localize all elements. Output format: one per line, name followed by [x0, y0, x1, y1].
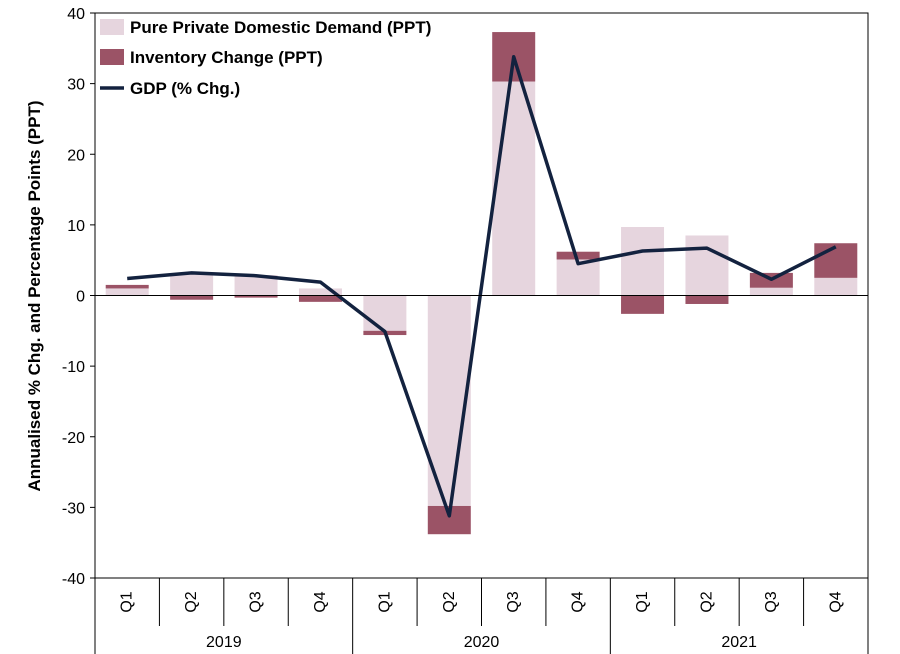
- bar-domestic-demand: [685, 235, 729, 296]
- legend-swatch-inventory-change: [100, 49, 124, 65]
- x-tick-label: Q4: [312, 591, 329, 612]
- legend-swatch-domestic-demand: [100, 19, 124, 35]
- legend-label-gdp: GDP (% Chg.): [130, 79, 240, 98]
- bar-domestic-demand: [363, 295, 407, 331]
- x-tick-label: Q2: [183, 591, 200, 612]
- bar-inventory-change: [234, 295, 278, 298]
- legend-label-inventory-change: Inventory Change (PPT): [130, 48, 323, 67]
- bar-inventory-change: [298, 295, 342, 302]
- y-tick-label: 40: [67, 6, 85, 23]
- gdp-line: [127, 55, 837, 518]
- bar-inventory-change: [105, 284, 149, 289]
- bar-domestic-demand: [556, 259, 600, 296]
- legend: Pure Private Domestic Demand (PPT) Invent…: [100, 18, 431, 98]
- bar-domestic-demand: [492, 81, 536, 296]
- bar-domestic-demand: [298, 288, 342, 296]
- bar-inventory-change: [814, 243, 858, 278]
- y-tick-label: -10: [62, 359, 85, 376]
- y-tick-label: 10: [67, 218, 85, 235]
- bar-inventory-change: [556, 251, 600, 260]
- x-tick-label: Q1: [376, 591, 393, 612]
- x-group-label: 2021: [721, 634, 757, 651]
- y-tick-label: -20: [62, 430, 85, 447]
- bar-domestic-demand: [105, 288, 149, 296]
- axes-layer: -40 -30 -20 -10 0 10 20 30 40 Q1 Q2 Q3 Q4 Q1 Q2 Q3 Q4 Q1 Q…: [62, 6, 869, 654]
- bar-domestic-demand: [814, 277, 858, 296]
- x-tick-label: Q4: [570, 591, 587, 612]
- x-tick-label: Q4: [827, 591, 844, 612]
- x-tick-label: Q2: [441, 591, 458, 612]
- legend-label-domestic-demand: Pure Private Domestic Demand (PPT): [130, 18, 431, 37]
- bar-domestic-demand: [170, 273, 214, 296]
- y-tick-label: 30: [67, 77, 85, 94]
- bar-inventory-change: [621, 295, 665, 314]
- x-group-label: 2020: [464, 634, 500, 651]
- y-tick-label: -40: [62, 571, 85, 588]
- x-group-label: 2019: [206, 634, 242, 651]
- y-axis-label: Annualised % Chg. and Percentage Points …: [25, 100, 44, 491]
- x-tick-label: Q2: [698, 591, 715, 612]
- bar-domestic-demand: [749, 287, 793, 296]
- x-tick-label: Q3: [763, 591, 780, 612]
- y-tick-label: 0: [76, 289, 85, 306]
- y-tick-label: 20: [67, 147, 85, 164]
- bar-domestic-demand: [621, 226, 665, 296]
- x-tick-label: Q3: [505, 591, 522, 612]
- bar-inventory-change: [685, 295, 729, 304]
- x-tick-label: Q1: [119, 591, 136, 612]
- bar-domestic-demand: [234, 275, 278, 296]
- x-tick-label: Q3: [248, 591, 265, 612]
- bar-inventory-change: [170, 295, 214, 300]
- bars-layer: [105, 32, 858, 535]
- y-tick-label: -30: [62, 500, 85, 517]
- x-tick-label: Q1: [634, 591, 651, 612]
- gdp-line-layer: [127, 55, 837, 518]
